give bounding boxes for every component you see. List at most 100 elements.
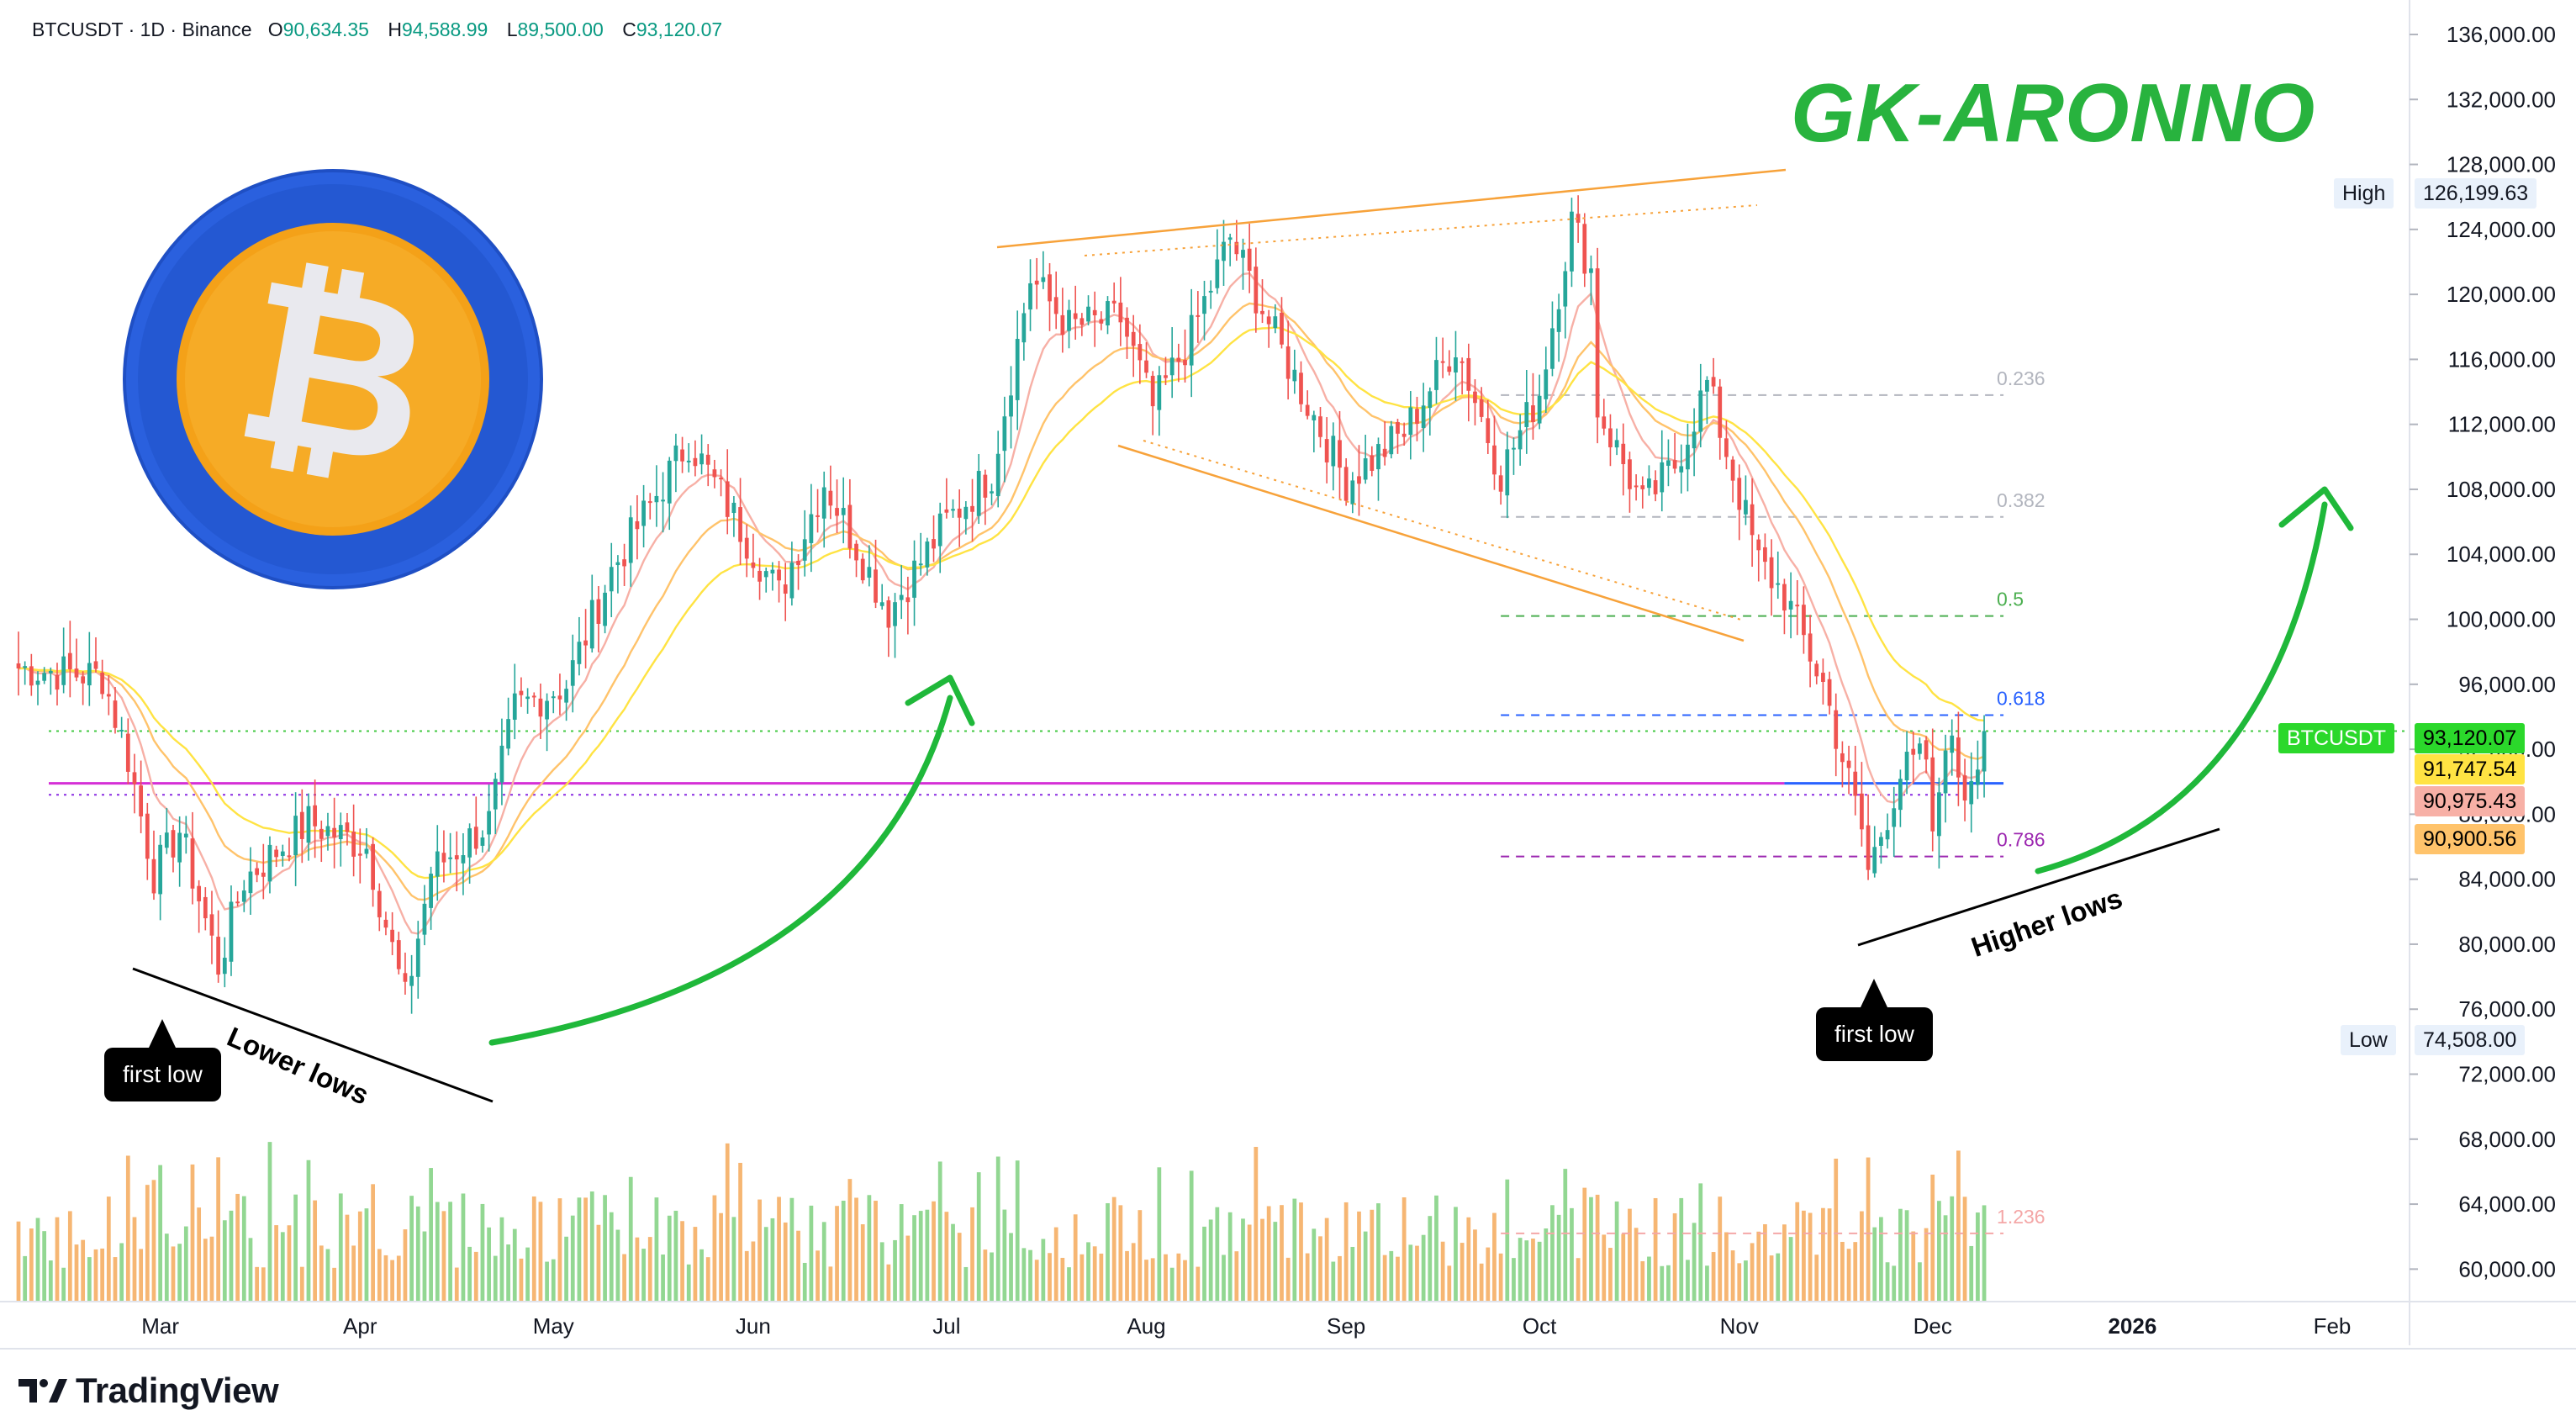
volume-bar xyxy=(628,1176,633,1302)
volume-bar xyxy=(531,1196,536,1302)
volume-bar xyxy=(16,1221,21,1302)
candle-body xyxy=(499,745,504,783)
candle-body xyxy=(1756,539,1761,551)
candle-body xyxy=(1802,605,1806,636)
volume-bar xyxy=(1111,1196,1116,1302)
volume-bar xyxy=(403,1229,408,1302)
time-tick-label: Sep xyxy=(1327,1313,1365,1339)
candle-body xyxy=(1099,319,1104,324)
volume-bar xyxy=(899,1204,904,1302)
volume-bar xyxy=(1028,1249,1032,1302)
volume-bar xyxy=(983,1249,988,1302)
symbol-legend[interactable]: BTCUSDT · 1D · Binance O90,634.35 H94,58… xyxy=(32,18,736,41)
volume-bar xyxy=(596,1224,601,1302)
candle-body xyxy=(1215,259,1220,288)
volume-bar xyxy=(937,1161,942,1302)
candle-body xyxy=(1556,309,1561,332)
volume-bar xyxy=(1370,1209,1375,1302)
price-tick-label: 116,000.00 xyxy=(2448,346,2556,372)
volume-bar xyxy=(1338,1255,1342,1302)
candle-body xyxy=(1150,375,1155,407)
candle-body xyxy=(725,481,730,517)
candle-body xyxy=(1570,211,1574,272)
volume-bar xyxy=(1434,1195,1438,1302)
candle-body xyxy=(1189,314,1194,366)
candle-body xyxy=(429,874,433,908)
candle-body xyxy=(48,670,53,674)
volume-bar xyxy=(1305,1253,1310,1302)
candle-body xyxy=(1866,825,1871,870)
volume-bar xyxy=(261,1267,266,1302)
volume-bar xyxy=(1872,1227,1877,1302)
volume-bar xyxy=(847,1179,853,1302)
candle-body xyxy=(293,816,298,856)
volume-bar xyxy=(1802,1210,1806,1302)
fib-level-label: 0.382 xyxy=(1997,489,2045,511)
candle-body xyxy=(609,567,614,592)
volume-bar xyxy=(487,1227,491,1302)
candle-body xyxy=(963,506,969,520)
volume-bar xyxy=(1879,1217,1883,1302)
volume-bar xyxy=(299,1266,304,1302)
volume-bar xyxy=(1285,1257,1291,1302)
candle-body xyxy=(480,837,485,846)
candle-body xyxy=(1241,250,1245,258)
candle-body xyxy=(1034,280,1039,285)
candle-body xyxy=(686,460,691,462)
candle-body xyxy=(1285,346,1291,379)
volume-bar xyxy=(1930,1175,1935,1302)
candle-body xyxy=(1518,430,1523,450)
volume-bar xyxy=(1840,1241,1845,1302)
candle-body xyxy=(731,502,736,514)
candle-body xyxy=(763,571,768,578)
volume-bar xyxy=(1756,1231,1761,1302)
price-tick-label: 60,000.00 xyxy=(2458,1256,2556,1281)
volume-bar xyxy=(1454,1207,1458,1302)
candle-body xyxy=(125,733,130,772)
channel-lower-dotted-line xyxy=(1143,440,1745,621)
price-axis[interactable]: 136,000.00 132,000.00 128,000.00 124,000.00… xyxy=(2409,0,2556,1345)
volume-bar xyxy=(1312,1228,1317,1302)
candle-body xyxy=(1370,455,1375,471)
volume-bar xyxy=(1138,1210,1143,1302)
candle-body xyxy=(680,449,684,462)
time-axis[interactable]: Mar Apr May Jun Jul Aug Sep Oct Nov Dec 2026 Feb xyxy=(0,1301,2576,1350)
volume-bar xyxy=(1041,1239,1046,1302)
volume-bar xyxy=(1628,1208,1632,1302)
candle-body xyxy=(1401,433,1407,437)
volume-bar xyxy=(139,1249,144,1302)
candle-body xyxy=(383,919,388,928)
candle-body xyxy=(1183,359,1187,366)
candle-body xyxy=(164,832,169,848)
candle-body xyxy=(944,509,949,513)
price-tick-label: 108,000.00 xyxy=(2447,477,2556,502)
volume-bar xyxy=(1183,1260,1187,1302)
price-tick-label: 112,000.00 xyxy=(2448,412,2556,437)
candle-body xyxy=(1602,416,1607,429)
volume-bar xyxy=(29,1228,34,1302)
tradingview-brand[interactable]: TradingView xyxy=(18,1371,279,1411)
volume-bar xyxy=(1053,1227,1058,1302)
volume-bar xyxy=(1382,1255,1387,1302)
candle-body xyxy=(1660,462,1665,493)
candle-body xyxy=(1434,360,1438,390)
candle-body xyxy=(1196,314,1201,317)
volume-bar xyxy=(325,1249,330,1302)
candle-body xyxy=(16,663,21,668)
volume-bar xyxy=(809,1205,814,1302)
candle-body xyxy=(622,559,626,567)
volume-bar xyxy=(712,1195,717,1302)
candle-body xyxy=(1305,404,1310,416)
volume-bar xyxy=(1266,1206,1271,1302)
volume-bar xyxy=(1092,1246,1097,1302)
candle-body xyxy=(596,599,601,624)
volume-bar xyxy=(1582,1187,1587,1302)
volume-bar xyxy=(1324,1218,1329,1302)
candle-body xyxy=(287,855,292,858)
candle-body xyxy=(1937,792,1941,837)
fib-level-label: 0.618 xyxy=(1997,688,2045,710)
candle-body xyxy=(55,674,60,690)
price-tick-label: 104,000.00 xyxy=(2447,541,2556,567)
candle-body xyxy=(158,844,163,895)
